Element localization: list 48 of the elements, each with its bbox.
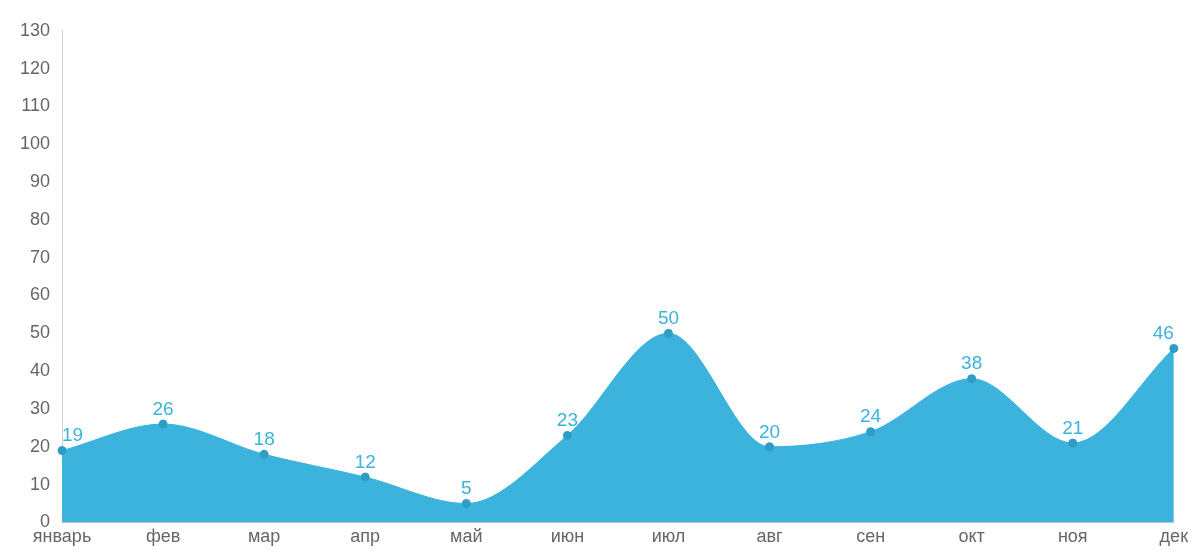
x-tick-label: окт [958,526,985,547]
y-tick-label: 20 [30,435,51,456]
y-tick-label: 60 [30,284,51,305]
x-tick-label: мар [247,526,281,547]
data-label: 12 [354,450,376,472]
y-tick-label: 70 [30,246,51,267]
y-tick-label: 30 [30,397,51,418]
data-label: 23 [556,409,578,431]
data-label: 19 [62,424,84,446]
point [866,427,876,437]
point [663,328,673,338]
y-tick-label: 110 [21,95,51,116]
point [158,419,168,429]
x-tick-label: фев [145,526,181,547]
point [360,472,370,482]
data-label: 24 [860,405,882,427]
x-tick-label: дек [1159,526,1189,547]
x-tick-label: июн [550,526,585,547]
data-label: 18 [253,428,275,450]
y-tick-label: 50 [30,322,51,343]
data-label: 20 [758,420,781,442]
data-label: 5 [461,477,472,499]
data-label: 26 [152,397,174,419]
point [562,430,572,440]
y-tick-label: 130 [19,19,51,40]
y-tick-label: 10 [30,473,51,494]
point [461,498,471,508]
y-tick-label: 120 [19,57,51,78]
y-tick-label: 80 [30,208,51,229]
data-label: 46 [1152,322,1174,344]
x-tick-label: ноя [1057,526,1088,547]
data-label: 38 [961,352,983,374]
point [1169,343,1179,353]
x-tick-label: авг [756,526,784,547]
y-tick-label: 90 [30,171,51,192]
point [57,446,67,456]
y-tick-label: 100 [19,133,51,154]
data-label: 21 [1062,416,1084,438]
data-label: 50 [657,307,680,329]
point [1068,438,1078,448]
x-tick-label: май [450,526,483,547]
point [259,449,269,459]
x-tick-label: июл [651,526,686,547]
y-tick-label: 40 [30,360,51,381]
x-tick-label: апр [350,526,381,547]
point [967,374,977,384]
point [765,442,775,452]
x-tick-label: сен [856,526,886,547]
